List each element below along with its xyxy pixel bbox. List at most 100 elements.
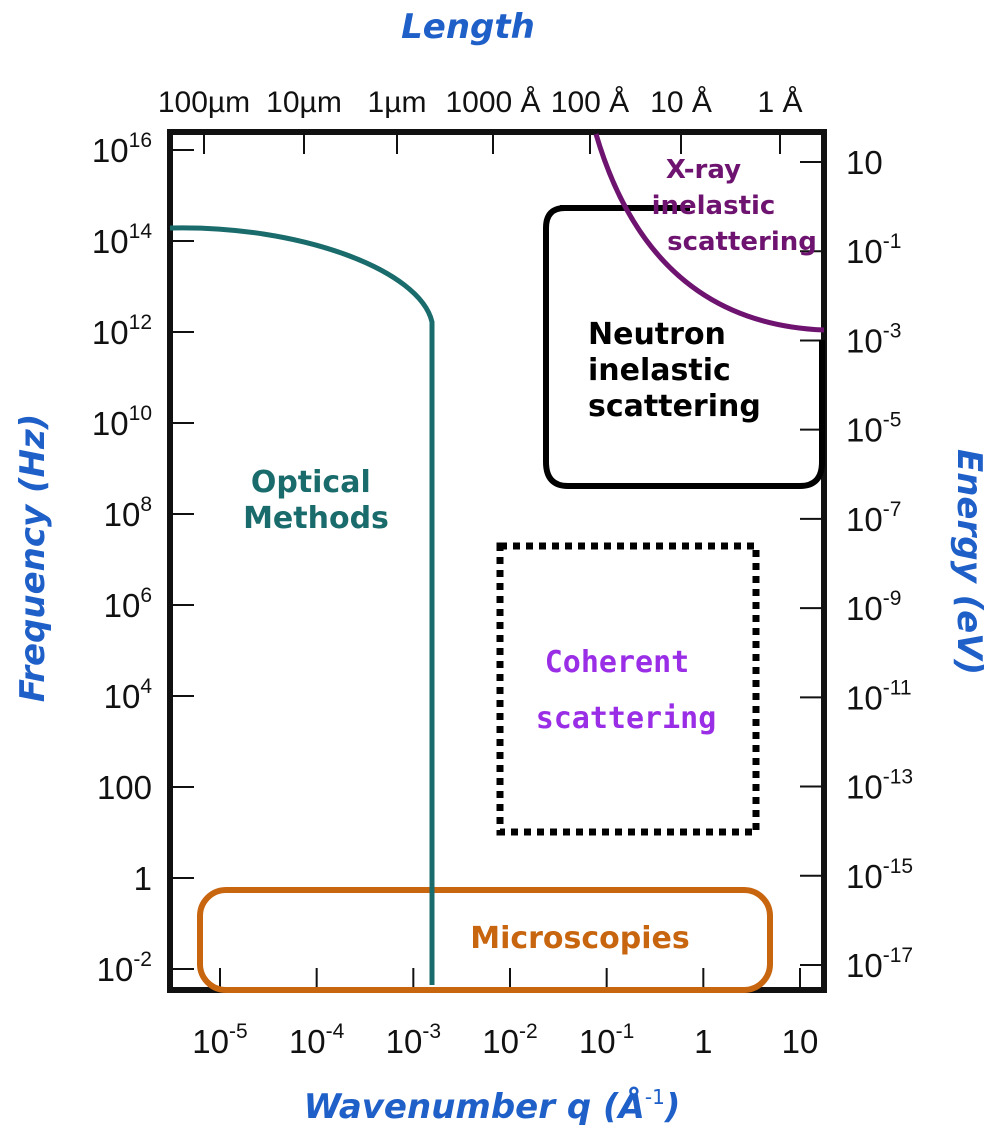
bottom-title-exp: -1 [645,1085,665,1109]
xray-label-line3: scattering [667,227,817,257]
left-tick-label: 1010 [92,402,152,442]
left-tick-label-base: 10 [104,496,141,533]
bottom-tick-label-base: 10 [482,1023,519,1060]
right-tick-label-exp: -7 [883,498,902,521]
right-tick-label: 10-11 [846,676,912,716]
right-tick-label-base: 10 [846,144,883,181]
right-tick-label-base: 10 [846,501,883,538]
right-title: Energy (eV) [949,449,989,675]
right-tick-label: 10-3 [846,319,901,359]
left-tick-label-exp: 10 [129,402,152,425]
right-tick-label-exp: -5 [883,409,902,432]
left-tick-label-exp: 12 [129,311,152,334]
bottom-tick-label-exp: -4 [326,1020,345,1043]
left-tick-label-base: 10 [92,405,129,442]
left-tick-label-base: 100 [97,769,152,806]
top-tick-labels: 100µm 10µm 1µm 1000 Å 100 Å 10 Å 1 Å [158,86,803,119]
bottom-tick-label-base: 10 [192,1023,229,1060]
right-tick-label-base: 10 [846,769,883,806]
left-tick-label-exp: -2 [133,948,152,971]
bottom-tick-label-base: 10 [782,1023,819,1060]
left-title: Frequency (Hz) [13,414,53,703]
top-tick-label: 100 Å [551,86,629,119]
right-tick-label-base: 10 [846,233,883,270]
left-tick-label: 106 [104,584,152,624]
right-tick-label-exp: -15 [883,855,913,878]
microscopies-region [197,887,773,993]
bottom-tick-label: 10-2 [482,1020,537,1060]
right-tick-label: 10-9 [846,587,901,627]
left-tick-label-base: 10 [104,587,141,624]
left-tick-label: 100 [97,769,152,806]
bottom-tick-label-exp: -2 [519,1020,538,1043]
neutron-label-line2: inelastic [588,353,731,388]
coherent-region [496,542,760,836]
tick-marks [170,132,824,990]
left-tick-label-base: 10 [97,951,134,988]
left-tick-label-base: 10 [92,132,129,169]
xray-region [593,133,825,333]
microscopies-label: Microscopies [470,921,690,956]
top-tick-label: 1 Å [757,86,802,119]
optical-label-line1: Optical [251,465,371,500]
xray-label-line2: inelastic [652,191,776,221]
top-tick-label: 10 Å [650,86,712,119]
neutron-label-line1: Neutron [588,317,726,352]
bottom-tick-label-exp: -5 [229,1020,248,1043]
left-tick-label: 1 [134,860,152,897]
left-tick-label-base: 10 [92,223,129,260]
left-tick-label-exp: 8 [140,493,152,516]
right-tick-label-base: 10 [846,322,883,359]
neutron-label-line3: scattering [588,389,761,424]
right-tick-label-base: 10 [846,858,883,895]
bottom-title: Wavenumber q (Å-1) [304,1085,681,1127]
right-tick-label-exp: -1 [883,230,902,253]
neutron-region [543,205,825,489]
right-tick-label-exp: -11 [883,676,912,699]
right-tick-label: 10-13 [846,766,913,806]
right-tick-label-exp: -13 [883,766,913,789]
right-tick-label-base: 10 [846,947,883,984]
left-tick-label: 1012 [92,311,152,351]
coherent-label: Coherent scattering [536,645,717,736]
top-tick-label: 100µm [158,86,250,119]
bottom-tick-label: 10-4 [289,1020,345,1060]
optical-label: Optical Methods [243,465,389,536]
left-tick-label: 10-2 [97,948,152,988]
right-tick-label-exp: -3 [883,319,902,342]
right-tick-label-base: 10 [846,679,883,716]
top-tick-label: 10µm [266,86,342,119]
top-tick-label: 1µm [368,86,427,119]
bottom-tick-labels: 10-5 10-4 10-3 10-2 10-1 1 10 [192,1020,818,1060]
right-tick-label: 10-5 [846,409,901,449]
right-tick-label: 10-1 [846,230,901,270]
left-tick-label-base: 1 [134,860,152,897]
optical-label-line2: Methods [243,501,389,536]
bottom-tick-label: 10-1 [579,1020,634,1060]
right-tick-label: 10 [846,144,883,181]
right-tick-labels: 1010-110-310-510-710-910-1110-1310-1510-… [846,144,913,984]
left-tick-label-exp: 4 [140,675,152,698]
bottom-tick-label: 10-5 [192,1020,247,1060]
xray-label-line1: X-ray [666,155,741,185]
left-tick-label-exp: 16 [129,129,152,152]
left-tick-label: 1016 [92,129,152,169]
bottom-tick-label-base: 10 [289,1023,326,1060]
right-tick-label: 10-17 [846,944,913,984]
left-tick-label-exp: 14 [129,220,153,243]
left-tick-label: 1014 [92,220,152,260]
left-tick-label: 108 [104,493,152,533]
bottom-title-main: Wavenumber q (Å [304,1086,645,1127]
bottom-tick-label: 10-3 [386,1020,441,1060]
bottom-tick-label-base: 10 [579,1023,616,1060]
top-title: Length [401,7,535,47]
xray-label: X-ray inelastic scattering [652,155,817,257]
bottom-tick-label: 1 [694,1023,712,1060]
bottom-tick-label-exp: -1 [616,1020,635,1043]
right-tick-label-base: 10 [846,590,883,627]
right-tick-label-base: 10 [846,412,883,449]
optical-methods-curve [169,225,435,985]
top-tick-label: 1000 Å [445,86,540,119]
left-tick-label-base: 10 [92,314,129,351]
